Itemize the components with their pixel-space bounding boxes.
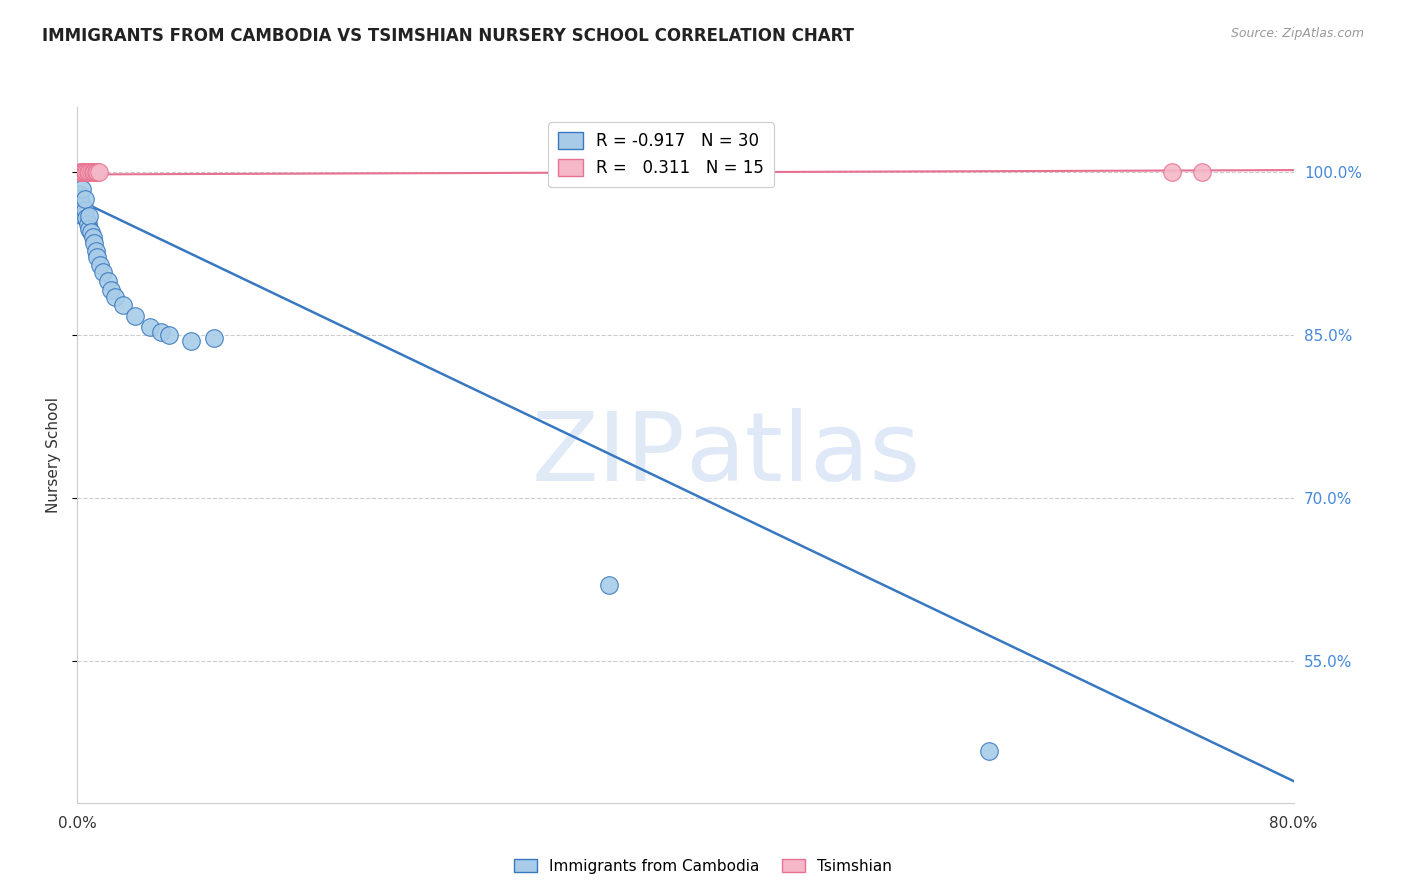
Point (77, 218, 100, 232)
Point (69, 165, 91, 179)
Point (89, 258, 111, 272)
Point (83, 235, 105, 250)
Point (87, 165, 110, 179)
Point (86, 250, 108, 264)
Point (157, 328, 180, 343)
Text: atlas: atlas (686, 409, 921, 501)
Point (67, 187, 90, 202)
Text: Source: ZipAtlas.com: Source: ZipAtlas.com (1230, 27, 1364, 40)
Point (75, 211, 97, 225)
Y-axis label: Nursery School: Nursery School (45, 397, 60, 513)
Point (111, 298, 134, 312)
Point (77, 165, 100, 179)
Point (979, 744, 1001, 758)
Point (79, 165, 101, 179)
Point (70, 165, 93, 179)
Point (79, 222, 101, 236)
Point (139, 319, 162, 334)
Point (84, 165, 107, 179)
Point (80, 225, 103, 239)
Point (70, 181, 93, 195)
Point (72, 209, 94, 223)
Point (598, 578, 620, 592)
Text: IMMIGRANTS FROM CAMBODIA VS TSIMSHIAN NURSERY SCHOOL CORRELATION CHART: IMMIGRANTS FROM CAMBODIA VS TSIMSHIAN NU… (42, 27, 855, 45)
Point (202, 330, 225, 344)
Point (149, 325, 172, 339)
Point (69, 193, 91, 207)
Point (100, 283, 122, 297)
Point (72, 165, 94, 179)
Legend: R = -0.917   N = 30, R =   0.311   N = 15: R = -0.917 N = 30, R = 0.311 N = 15 (548, 122, 775, 187)
Point (97, 274, 120, 288)
Point (124, 309, 146, 323)
Point (79, 209, 101, 223)
Point (84, 244, 107, 258)
Point (80, 165, 103, 179)
Point (104, 290, 127, 304)
Point (1191, 165, 1213, 179)
Point (73, 203, 96, 218)
Point (75, 165, 97, 179)
Point (180, 334, 202, 348)
Point (1161, 165, 1184, 179)
Point (83, 165, 105, 179)
Point (70, 198, 93, 212)
Text: ZIP: ZIP (531, 409, 686, 501)
Point (73, 165, 96, 179)
Point (86, 165, 108, 179)
Legend: Immigrants from Cambodia, Tsimshian: Immigrants from Cambodia, Tsimshian (508, 853, 898, 880)
Point (73, 193, 96, 207)
Point (82, 230, 104, 244)
Point (91, 265, 114, 279)
Point (82, 165, 104, 179)
